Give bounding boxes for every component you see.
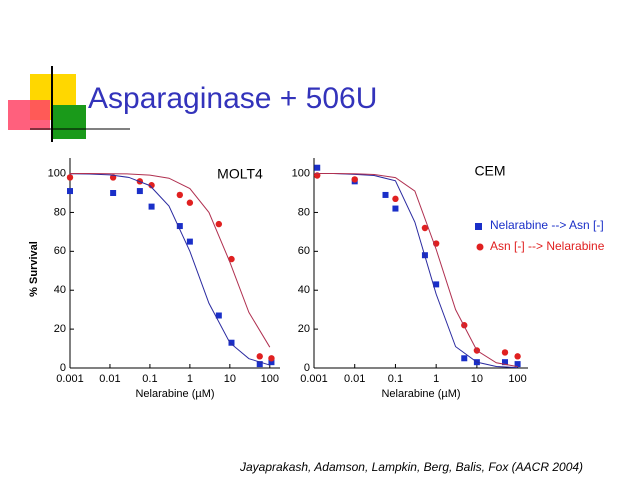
y-tick-label: 40 [298, 284, 310, 296]
data-point [268, 355, 275, 362]
y-tick-label: 80 [54, 206, 66, 218]
x-tick-label: 1 [187, 373, 193, 385]
y-tick-label: 100 [48, 167, 66, 179]
chart-title: CEM [474, 163, 505, 179]
data-point [67, 188, 73, 195]
data-point [176, 191, 184, 199]
y-tick-label: 0 [304, 362, 310, 374]
data-point [514, 361, 521, 368]
data-point [392, 205, 399, 212]
fit-curve [70, 173, 271, 348]
legend-marker [476, 243, 484, 251]
x-tick-label: 0.01 [344, 373, 365, 385]
x-tick-label: 10 [471, 373, 483, 385]
legend-label: Asn [-] --> Nelarabine [490, 239, 605, 253]
x-tick-label: 100 [261, 373, 279, 385]
y-tick-label: 80 [298, 206, 310, 218]
deco-green [52, 105, 86, 139]
chart-title: MOLT4 [217, 166, 263, 182]
y-tick-label: 20 [54, 323, 66, 335]
fit-curve [314, 173, 518, 368]
x-tick-label: 1 [433, 373, 439, 385]
y-tick-label: 0 [60, 362, 66, 374]
data-point [228, 255, 235, 263]
citation: Jayaprakash, Adamson, Lampkin, Berg, Bal… [239, 460, 583, 474]
y-axis-label: % Survival [28, 241, 40, 297]
slide-title: Asparaginase + 506U [88, 82, 377, 115]
data-point [136, 188, 143, 195]
x-tick-label: 10 [224, 373, 236, 385]
data-point [314, 164, 321, 171]
legend-marker [475, 223, 482, 230]
fit-curve [314, 173, 518, 369]
data-point [176, 223, 183, 230]
data-point [392, 195, 399, 203]
data-point [351, 176, 358, 183]
fit-curve [69, 173, 270, 366]
data-point [148, 182, 155, 189]
data-point [461, 355, 468, 362]
data-point [186, 238, 193, 245]
y-tick-label: 20 [298, 323, 310, 335]
data-point [256, 353, 263, 360]
x-tick-label: 0.1 [142, 373, 157, 385]
x-tick-label: 0.01 [99, 373, 120, 385]
x-tick-label: 0.001 [300, 373, 328, 385]
deco-red [8, 100, 50, 130]
data-point [228, 339, 235, 346]
x-tick-label: 0.001 [56, 373, 84, 385]
data-point [66, 174, 74, 181]
data-point [382, 191, 389, 198]
data-point [186, 199, 194, 206]
x-axis-label: Nelarabine (µM) [381, 388, 460, 400]
legend-label: Nelarabine --> Asn [-] [490, 218, 604, 232]
y-tick-label: 60 [54, 245, 66, 257]
data-point [215, 220, 223, 228]
y-tick-label: 40 [54, 284, 66, 296]
data-point [421, 224, 429, 232]
data-point [501, 349, 509, 356]
data-point [110, 190, 117, 196]
y-tick-label: 60 [298, 245, 310, 257]
x-tick-label: 100 [508, 373, 526, 385]
data-point [433, 281, 440, 288]
data-point [215, 312, 222, 319]
data-point [514, 353, 521, 360]
data-point [148, 203, 155, 210]
y-tick-label: 100 [292, 167, 310, 179]
x-axis-label: Nelarabine (µM) [135, 388, 214, 400]
data-point [501, 359, 508, 366]
data-point [268, 359, 275, 366]
x-tick-label: 0.1 [388, 373, 403, 385]
data-point [256, 361, 263, 368]
